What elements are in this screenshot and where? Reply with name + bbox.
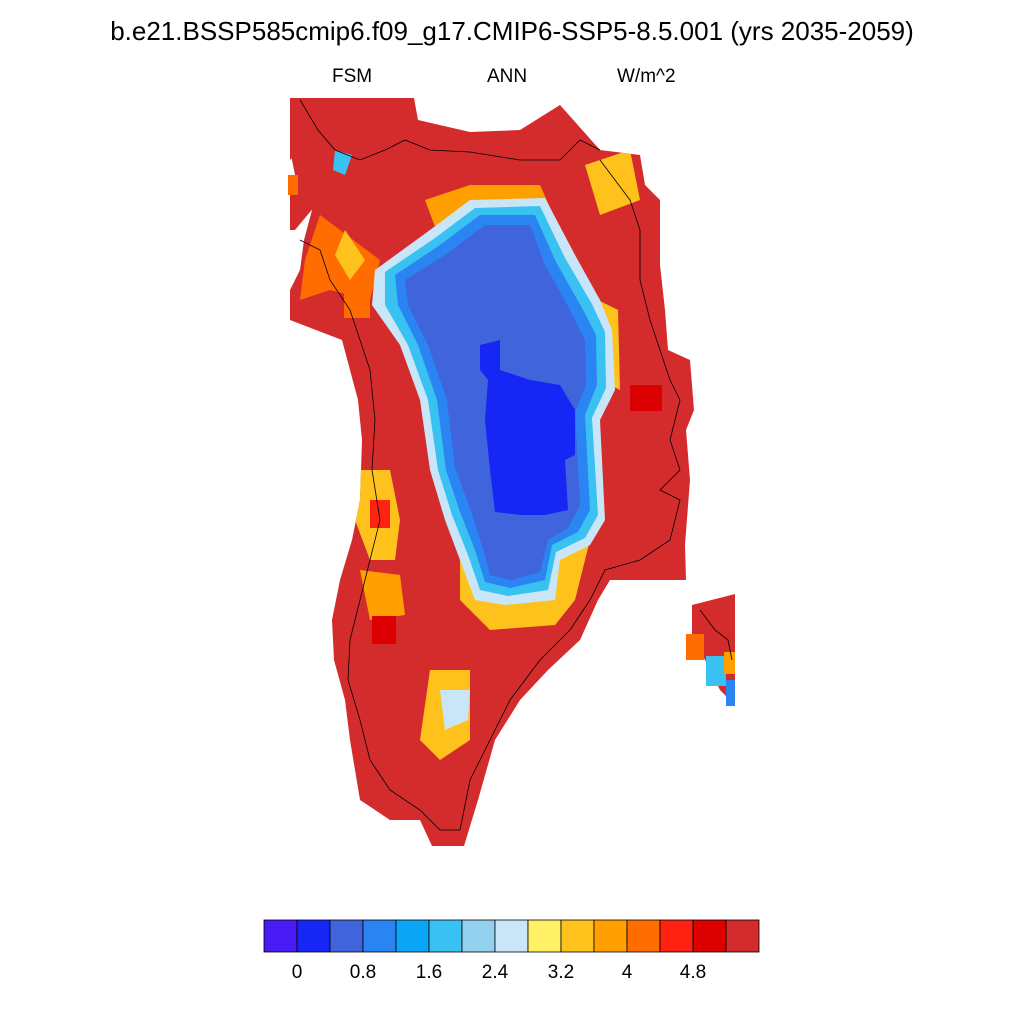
colorbar-tick-label: 3.2 — [547, 962, 575, 983]
east-island — [686, 594, 735, 706]
colorbar-swatch — [626, 919, 661, 953]
units-label: W/m^2 — [617, 66, 676, 87]
plot-title: b.e21.BSSP585cmip6.f09_g17.CMIP6-SSP5-8.… — [110, 16, 914, 46]
colorbar-swatch — [395, 919, 430, 953]
colorbar-swatch — [725, 919, 760, 953]
colorbar-swatch — [362, 919, 397, 953]
colorbar-swatch — [461, 919, 496, 953]
colorbar-tick-label: 2.4 — [481, 962, 509, 983]
colorbar-swatch — [428, 919, 463, 953]
colorbar-swatch — [692, 919, 727, 953]
colorbar-swatch — [659, 919, 694, 953]
season-label: ANN — [487, 66, 528, 87]
colorbar-tick-label: 4.8 — [679, 962, 707, 983]
colorbar-tick-label: 0.8 — [349, 962, 377, 983]
colorbar-swatch — [494, 919, 529, 953]
colorbar-swatch — [593, 919, 628, 953]
colorbar-tick-label: 1.6 — [415, 962, 443, 983]
colorbar-swatch — [263, 919, 298, 953]
colorbar-tick-label: 4 — [621, 962, 633, 983]
colorbar-swatch — [296, 919, 331, 953]
greenland-field — [290, 98, 694, 846]
colorbar-swatch — [527, 919, 562, 953]
coastline — [299, 99, 733, 831]
colorbar-tick-label: 0 — [291, 962, 303, 983]
northwest-patches — [288, 98, 414, 230]
colorbar-swatch — [329, 919, 364, 953]
colorbar-swatch — [560, 919, 595, 953]
colorbar — [263, 919, 760, 953]
variable-label: FSM — [332, 66, 373, 87]
